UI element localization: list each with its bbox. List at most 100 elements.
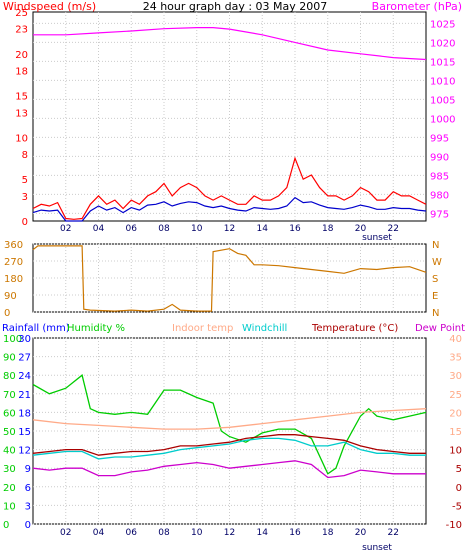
hour-tick-label: 02 [60, 224, 71, 234]
hour-tick-label: 10 [191, 224, 203, 234]
temperature-tick-label: -5 [452, 501, 462, 512]
windspeed-tick-label: 10 [15, 133, 28, 144]
humidity-tick-label: 50 [3, 427, 16, 438]
series-line [32, 434, 426, 456]
barometer-tick-label: 1015 [430, 57, 455, 68]
compass-tick-label: N [432, 308, 439, 319]
series-line [32, 408, 427, 430]
hour-tick-label: 14 [257, 528, 269, 538]
series-line [32, 437, 426, 460]
rainfall-tick-label: 21 [18, 390, 31, 401]
rainfall-tick-labels: 0 3 6 9 12 15 18 21 24 27 30 [18, 334, 31, 531]
hour-tick-label: 12 [224, 224, 235, 234]
hour-tick-label: 04 [93, 528, 105, 538]
temperature-tick-labels: -10 -5 0 5 10 15 20 25 30 35 40 [446, 334, 462, 531]
temperature-tick-label: -10 [446, 520, 462, 531]
rainfall-tick-label: 12 [18, 446, 31, 457]
rainfall-tick-label: 24 [18, 371, 31, 382]
hour-tick-label: 22 [388, 528, 399, 538]
hour-tick-label: 16 [289, 528, 301, 538]
compass-tick-label: W [432, 257, 442, 268]
temp-humidity-series [32, 374, 427, 479]
compass-tick-label: N [432, 240, 439, 251]
rainfall-tick-label: 30 [18, 334, 31, 345]
hour-tick-label: 14 [257, 224, 269, 234]
rainfall-tick-label: 9 [25, 464, 31, 475]
windspeed-tick-label: 8 [22, 150, 28, 161]
hour-tick-label: 04 [93, 224, 105, 234]
temperature-tick-label: 40 [449, 334, 462, 345]
rainfall-tick-label: 18 [18, 408, 31, 419]
direction-tick-label: 270 [4, 257, 23, 268]
hour-tick-label: 22 [388, 224, 399, 234]
humidity-tick-label: 10 [3, 501, 16, 512]
series-line [32, 156, 427, 220]
rainfall-axis-label: Rainfall (mm) [2, 323, 70, 334]
humidity-axis-label: Humidity % [67, 323, 125, 334]
windspeed-tick-label: 23 [15, 25, 28, 36]
windspeed-tick-labels: 0 3 5 8 10 13 15 18 20 23 25 [15, 8, 28, 228]
barometer-tick-label: 1020 [430, 38, 455, 49]
hour-tick-label: 06 [126, 224, 138, 234]
temperature-tick-label: 20 [449, 408, 462, 419]
series-line [32, 374, 427, 475]
wind-direction-tick-labels: 0 90 180 270 360 [4, 240, 23, 319]
direction-tick-label: 0 [4, 308, 10, 319]
temperature-tick-label: 35 [449, 353, 462, 364]
barometer-tick-label: 1010 [430, 76, 455, 87]
barometer-tick-labels: 975 980 985 990 995 1000 1005 1010 1015 1020 1025 [430, 19, 455, 220]
hour-tick-label: 10 [191, 528, 203, 538]
humidity-tick-label: 90 [3, 353, 16, 364]
hour-tick-label: 08 [158, 528, 170, 538]
windspeed-axis-label: Windspeed (m/s) [3, 0, 96, 13]
rainfall-tick-label: 6 [25, 483, 31, 494]
barometer-tick-label: 980 [430, 190, 449, 201]
series-line [33, 27, 427, 61]
temperature-tick-label: 0 [456, 483, 462, 494]
barometer-tick-label: 985 [430, 171, 449, 182]
direction-tick-label: 360 [4, 240, 23, 251]
windspeed-tick-label: 5 [22, 175, 28, 186]
chart-title: 24 hour graph day : 03 May 2007 [143, 0, 328, 13]
series-line [32, 196, 427, 222]
temperature-tick-label: 15 [449, 427, 462, 438]
humidity-tick-label: 0 [3, 520, 9, 531]
barometer-axis-label: Barometer (hPa) [372, 0, 462, 13]
windspeed-tick-label: 25 [15, 8, 28, 19]
windspeed-tick-label: 3 [22, 192, 28, 203]
humidity-tick-labels: 0 10 20 30 40 50 60 70 80 90 100 [3, 334, 22, 531]
barometer-tick-label: 975 [430, 209, 449, 220]
humidity-tick-label: 30 [3, 464, 16, 475]
humidity-tick-label: 60 [3, 408, 16, 419]
barometer-tick-label: 1000 [430, 114, 455, 125]
hour-tick-label: 16 [289, 224, 301, 234]
wind-barometer-grid [33, 12, 426, 221]
windchill-label: Windchill [242, 323, 287, 334]
humidity-tick-label: 100 [3, 334, 22, 345]
temperature-tick-label: 25 [449, 390, 462, 401]
rainfall-tick-label: 3 [25, 501, 31, 512]
sunset-label-bottom: sunset [362, 543, 392, 553]
direction-tick-label: 180 [4, 274, 23, 285]
compass-tick-label: E [432, 291, 438, 302]
hour-tick-label: 06 [126, 528, 138, 538]
sunset-label-top: sunset [362, 233, 392, 243]
windspeed-tick-label: 13 [15, 108, 28, 119]
temperature-tick-label: 10 [449, 446, 462, 457]
barometer-tick-label: 1005 [430, 95, 455, 106]
rainfall-tick-label: 0 [25, 520, 31, 531]
series-line [32, 460, 426, 479]
wind-direction-series [32, 245, 427, 312]
barometer-tick-label: 995 [430, 133, 449, 144]
series-line [32, 245, 427, 312]
compass-tick-label: S [432, 274, 438, 285]
barometer-tick-label: 990 [430, 152, 449, 163]
hour-tick-label: 02 [60, 528, 71, 538]
windspeed-tick-label: 15 [15, 92, 28, 103]
hour-tick-label: 18 [322, 528, 334, 538]
humidity-tick-label: 20 [3, 483, 16, 494]
temperature-axis-label: Temperature (°C) [311, 323, 398, 334]
wind-direction-grid [33, 243, 426, 313]
